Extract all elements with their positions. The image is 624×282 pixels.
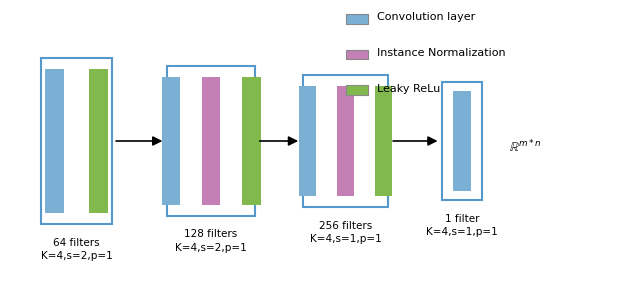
Bar [162, 78, 180, 204]
Text: Convolution layer: Convolution layer [377, 12, 475, 22]
Bar [442, 81, 482, 201]
Bar [346, 50, 368, 60]
Bar [202, 78, 220, 204]
Bar [242, 78, 261, 204]
Text: 128 filters
K=4,s=2,p=1: 128 filters K=4,s=2,p=1 [175, 230, 247, 253]
Bar [346, 14, 368, 24]
Text: Instance Normalization: Instance Normalization [377, 48, 505, 58]
Text: 1 filter
K=4,s=1,p=1: 1 filter K=4,s=1,p=1 [426, 214, 498, 237]
Bar [337, 86, 354, 196]
Bar [167, 66, 255, 216]
Text: $\mathbb{R}^{m*n}$: $\mathbb{R}^{m*n}$ [509, 138, 542, 155]
Bar [346, 85, 368, 95]
Text: 64 filters
K=4,s=2,p=1: 64 filters K=4,s=2,p=1 [41, 238, 112, 261]
Bar [303, 75, 388, 207]
Bar [375, 86, 392, 196]
Bar [299, 86, 316, 196]
Text: Leaky ReLu: Leaky ReLu [377, 84, 440, 94]
Bar [41, 58, 112, 224]
Bar [89, 69, 109, 213]
Bar [45, 69, 64, 213]
Text: 256 filters
K=4,s=1,p=1: 256 filters K=4,s=1,p=1 [310, 221, 381, 244]
Bar [452, 91, 471, 191]
